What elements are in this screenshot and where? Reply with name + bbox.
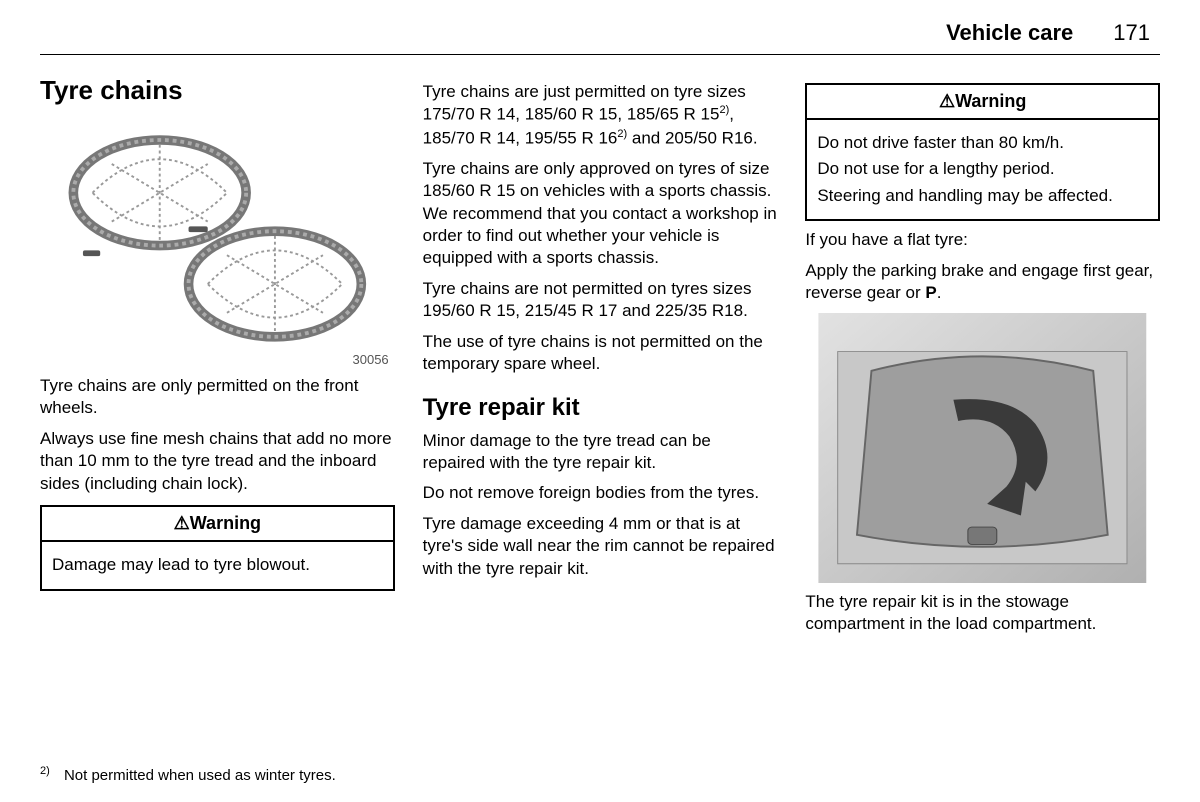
- para-foreign-bodies: Do not remove foreign bodies from the ty…: [423, 482, 778, 504]
- warn-line-3: Steering and handling may be affected.: [817, 185, 1148, 207]
- warning-body: Do not drive faster than 80 km/h. Do not…: [807, 120, 1158, 219]
- para-front-wheels: Tyre chains are only permitted on the fr…: [40, 375, 395, 420]
- content-columns: Tyre chains 30056 Tyre chains are only p…: [40, 73, 1160, 644]
- section-title: Vehicle care: [946, 20, 1073, 46]
- page-number: 171: [1113, 20, 1150, 46]
- warning-box-blowout: ⚠Warning Damage may lead to tyre blowout…: [40, 505, 395, 590]
- warning-body: Damage may lead to tyre blowout.: [42, 542, 393, 588]
- footnote-text: Not permitted when used as winter tyres.: [64, 767, 336, 784]
- figure-stowage: [805, 313, 1160, 583]
- para-kit-location: The tyre repair kit is in the stowage co…: [805, 591, 1160, 636]
- warning-box-speed: ⚠Warning Do not drive faster than 80 km/…: [805, 83, 1160, 221]
- heading-tyre-repair-kit: Tyre repair kit: [423, 394, 778, 422]
- page-header: Vehicle care 171: [40, 20, 1160, 55]
- para-flat-tyre: If you have a flat tyre:: [805, 229, 1160, 251]
- column-3: ⚠Warning Do not drive faster than 80 km/…: [805, 73, 1160, 644]
- para-parking-brake: Apply the parking brake and engage first…: [805, 260, 1160, 305]
- para-permitted-sizes: Tyre chains are just permitted on tyre s…: [423, 81, 778, 150]
- heading-tyre-chains: Tyre chains: [40, 75, 395, 106]
- para-damage-limit: Tyre damage exceeding 4 mm or that is at…: [423, 513, 778, 580]
- column-2: Tyre chains are just permitted on tyre s…: [423, 73, 778, 644]
- para-fine-mesh: Always use fine mesh chains that add no …: [40, 428, 395, 495]
- figure-tyre-chains: 30056: [40, 116, 395, 367]
- warning-title: ⚠Warning: [807, 85, 1158, 120]
- warn-line-2: Do not use for a lengthy period.: [817, 158, 1148, 180]
- footnote: 2) Not permitted when used as winter tyr…: [40, 765, 336, 784]
- figure-number: 30056: [40, 352, 389, 367]
- para-not-permitted: Tyre chains are not permitted on tyres s…: [423, 278, 778, 323]
- column-1: Tyre chains 30056 Tyre chains are only p…: [40, 73, 395, 644]
- para-spare-wheel: The use of tyre chains is not permitted …: [423, 331, 778, 376]
- warn-line-1: Do not drive faster than 80 km/h.: [817, 132, 1148, 154]
- warning-text: Damage may lead to tyre blowout.: [52, 554, 383, 576]
- para-minor-damage: Minor damage to the tyre tread can be re…: [423, 430, 778, 475]
- para-sports-chassis: Tyre chains are only approved on tyres o…: [423, 158, 778, 270]
- footnote-marker: 2): [40, 765, 50, 777]
- warning-title: ⚠Warning: [42, 507, 393, 542]
